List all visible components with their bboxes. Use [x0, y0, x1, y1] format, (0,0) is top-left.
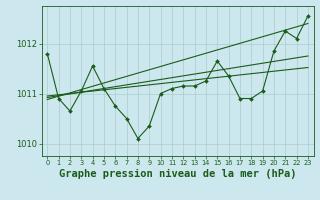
- X-axis label: Graphe pression niveau de la mer (hPa): Graphe pression niveau de la mer (hPa): [59, 169, 296, 179]
